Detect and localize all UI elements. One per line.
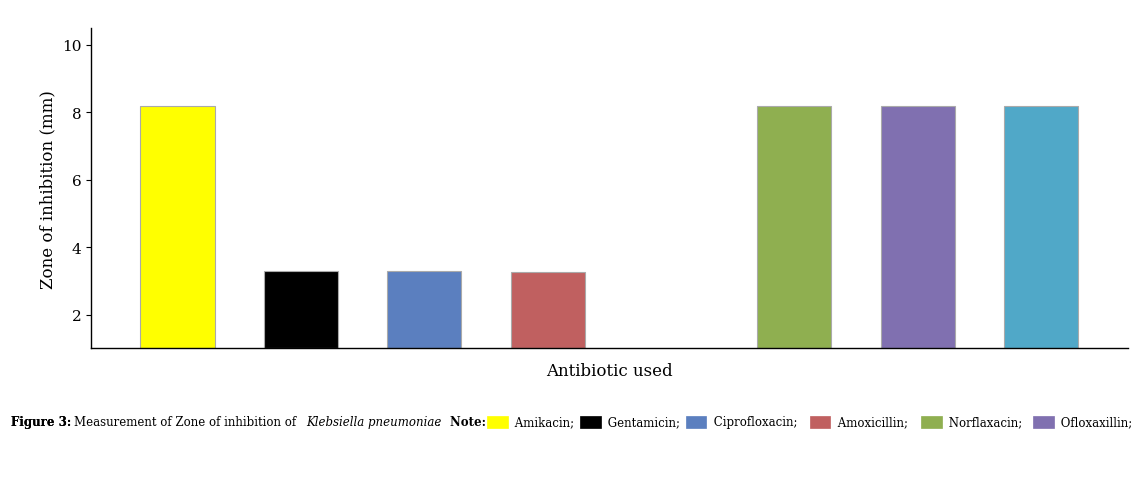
Bar bbox=[510, 273, 584, 348]
Text: Ofloxaxillin;: Ofloxaxillin; bbox=[1057, 415, 1132, 428]
Text: Figure 3:: Figure 3: bbox=[11, 415, 76, 428]
Text: Measurement of Zone of inhibition of: Measurement of Zone of inhibition of bbox=[74, 415, 300, 428]
Bar bbox=[264, 271, 338, 348]
Text: Note:: Note: bbox=[450, 415, 490, 428]
Text: Amoxicillin;: Amoxicillin; bbox=[834, 415, 911, 428]
Text: Klebsiella pneumoniae: Klebsiella pneumoniae bbox=[305, 415, 441, 428]
Bar bbox=[387, 271, 461, 348]
Bar bbox=[757, 106, 831, 348]
Bar bbox=[1005, 106, 1079, 348]
Y-axis label: Zone of inhibition (mm): Zone of inhibition (mm) bbox=[40, 90, 56, 288]
Text: .: . bbox=[437, 415, 445, 428]
X-axis label: Antibiotic used: Antibiotic used bbox=[546, 363, 673, 379]
Text: Ciprofloxacin;: Ciprofloxacin; bbox=[710, 415, 801, 428]
Text: Norflaxacin;: Norflaxacin; bbox=[945, 415, 1026, 428]
Text: Amikacin;: Amikacin; bbox=[511, 415, 579, 428]
Bar bbox=[140, 106, 214, 348]
Text: Figure 3:: Figure 3: bbox=[11, 415, 76, 428]
Text: Gentamicin;: Gentamicin; bbox=[604, 415, 685, 428]
Bar bbox=[880, 106, 954, 348]
